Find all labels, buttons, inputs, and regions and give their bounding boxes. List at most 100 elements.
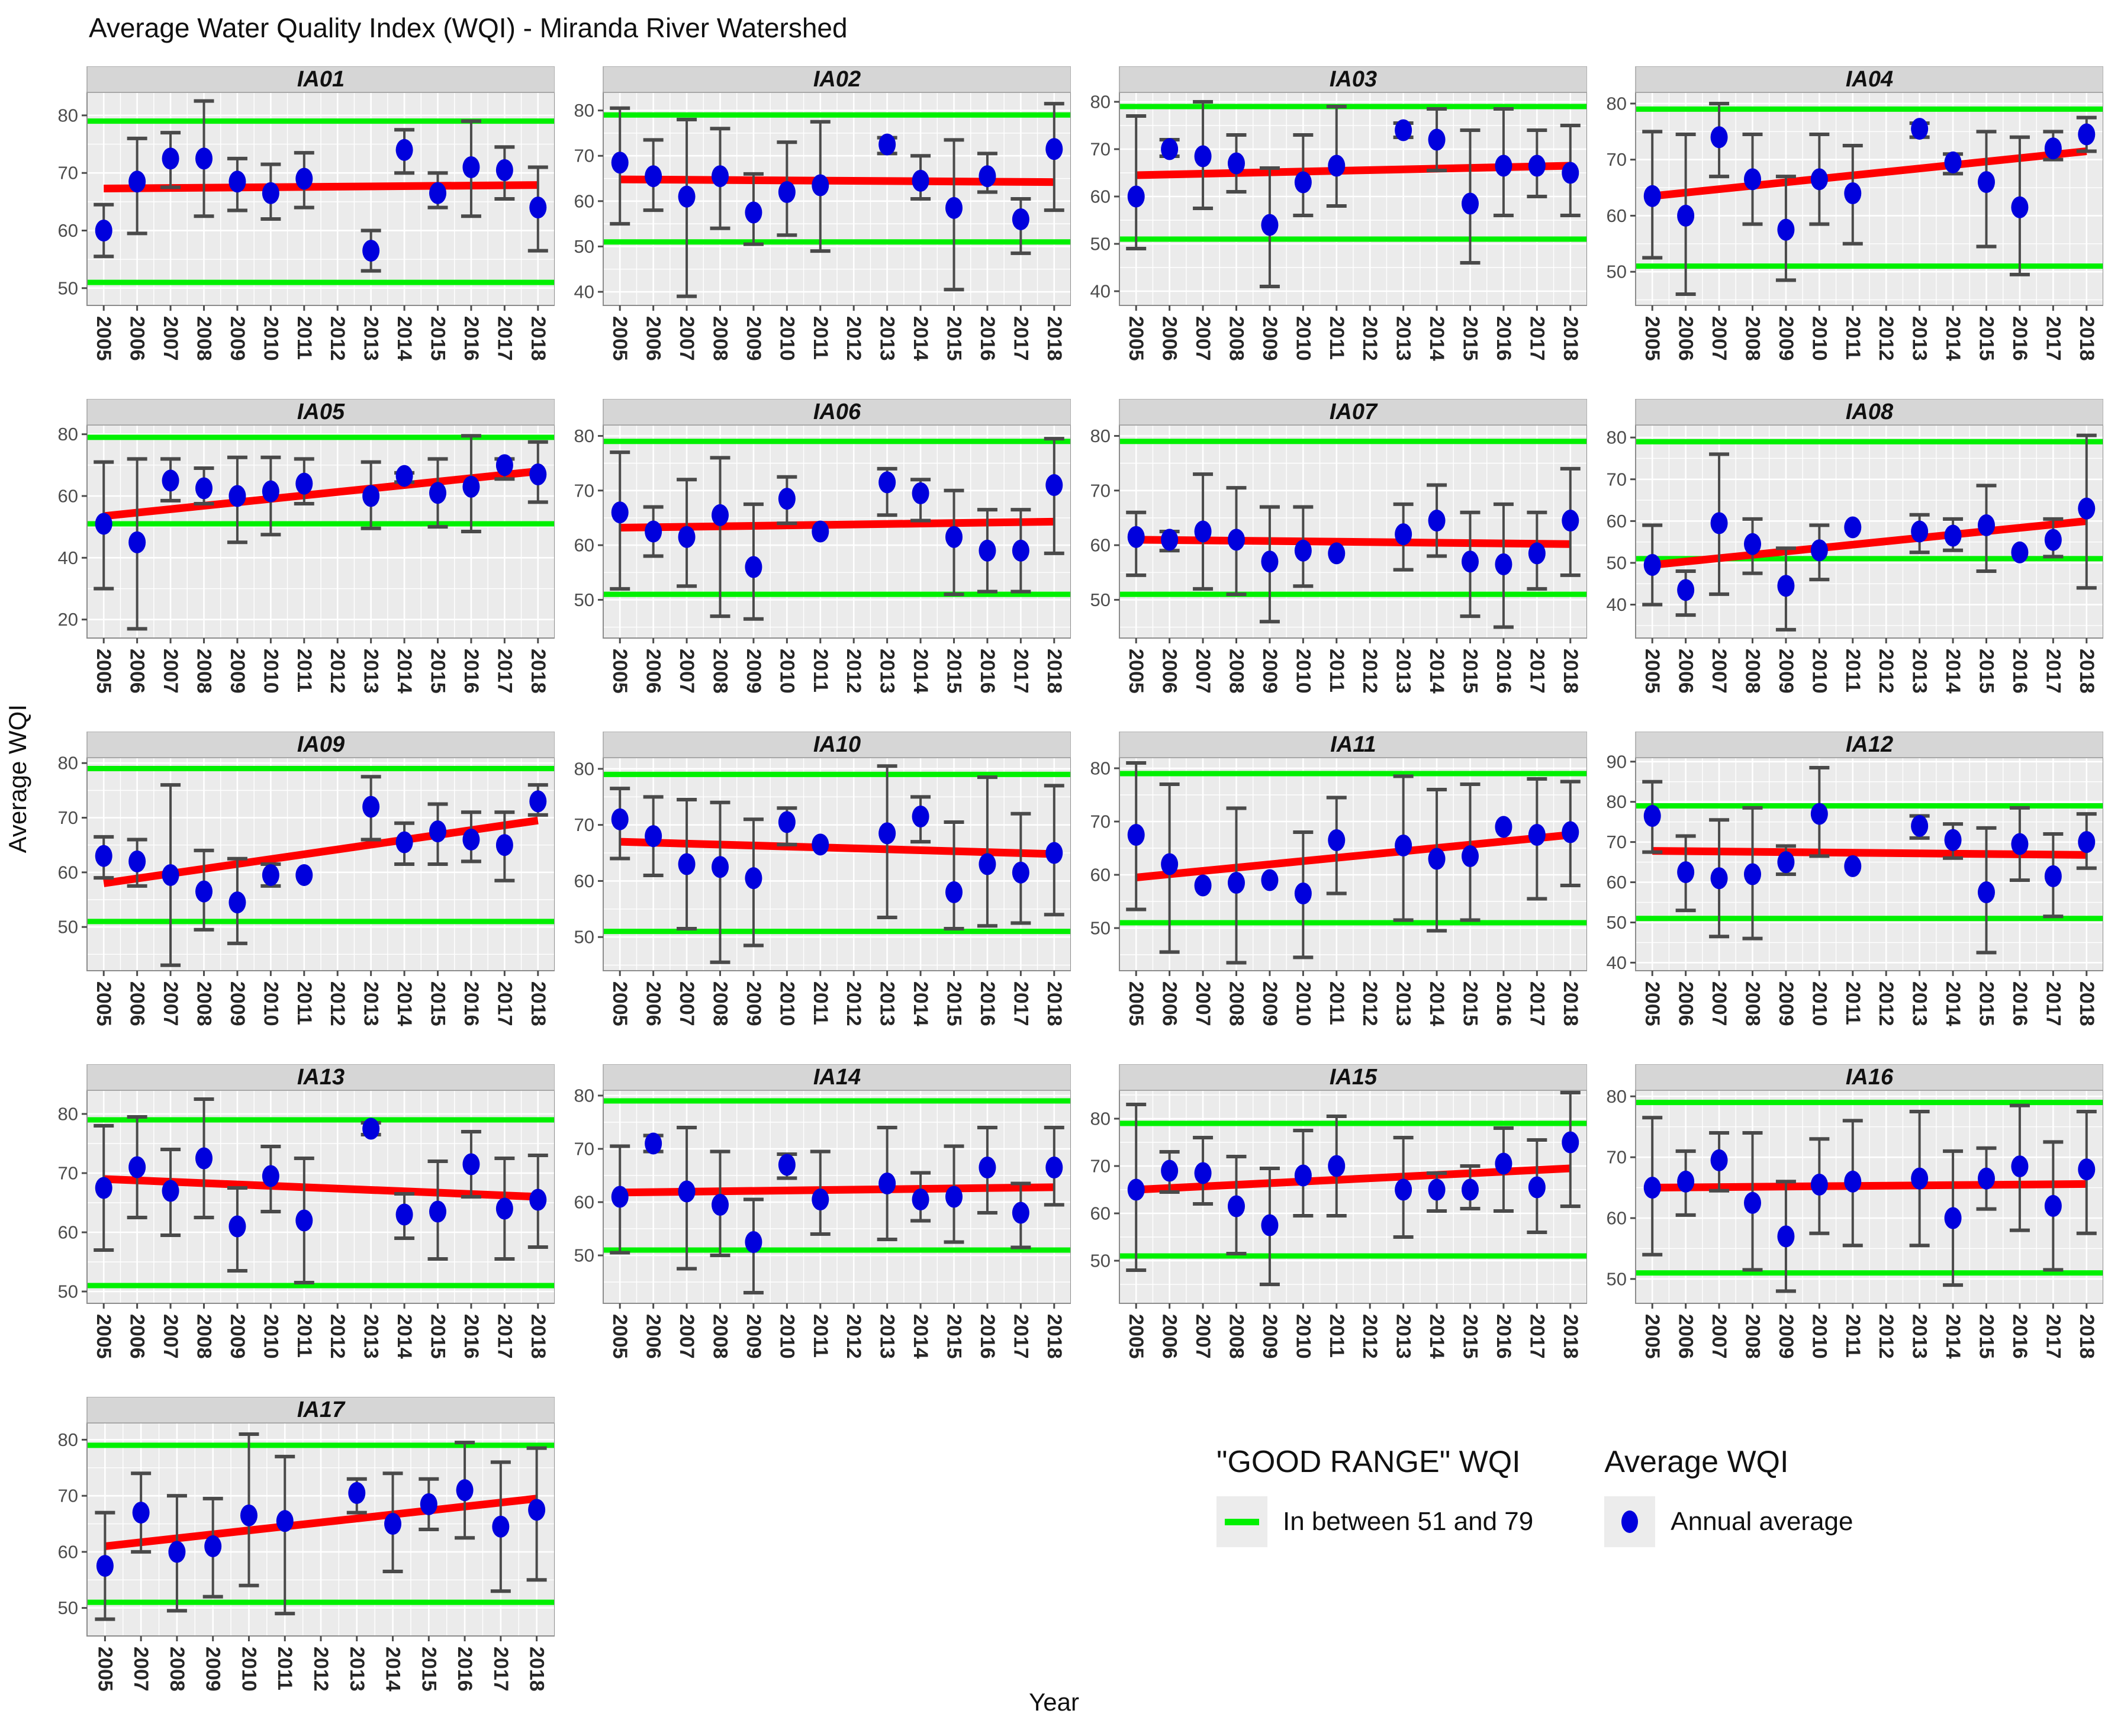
- data-point: [204, 1535, 222, 1557]
- x-tick-label: 2012: [1359, 316, 1381, 361]
- data-point: [128, 531, 146, 553]
- data-point: [1777, 851, 1795, 874]
- data-point: [1528, 1176, 1546, 1199]
- x-tick-label: 2017: [490, 1647, 512, 1692]
- x-tick-label: 2007: [1708, 316, 1730, 361]
- x-tick-label: 2005: [609, 1314, 631, 1359]
- data-point: [462, 475, 480, 498]
- x-tick-label: 2006: [1158, 316, 1181, 361]
- facet-title: IA10: [813, 732, 861, 757]
- legend-group-average: Average WQI Annual average: [1604, 1444, 1853, 1547]
- trend-line: [620, 517, 1054, 532]
- x-tick-label: 2018: [2075, 316, 2098, 361]
- facet-IA03: IA03 40 50 60 70 80 2005 2006 2007 2008 2009 2010 20…: [1077, 66, 1588, 404]
- x-tick-label: 2012: [310, 1647, 332, 1692]
- data-point: [2078, 831, 2096, 853]
- data-point: [1777, 1225, 1795, 1248]
- legend-average-key: [1604, 1496, 1656, 1547]
- x-tick-label: 2011: [273, 1647, 296, 1690]
- data-point: [1495, 553, 1512, 575]
- x-tick-label: 2006: [1675, 1314, 1697, 1359]
- data-point: [95, 845, 112, 867]
- facet-strip: [1119, 731, 1588, 758]
- data-point: [1911, 520, 1929, 543]
- y-tick-label: 80: [58, 753, 78, 774]
- data-point: [1978, 1167, 1995, 1190]
- error-bar: [710, 456, 730, 619]
- data-point: [195, 477, 213, 500]
- data-point: [912, 1189, 929, 1210]
- trend-line: [1652, 517, 2087, 569]
- x-tick-label: 2016: [976, 1314, 999, 1359]
- x-tick-label: 2014: [393, 1314, 416, 1359]
- x-tick-label: 2013: [1392, 1314, 1415, 1359]
- y-tick-label: 50: [574, 590, 594, 610]
- data-point: [611, 501, 629, 524]
- x-tick-label: 2010: [775, 1314, 798, 1359]
- y-tick-label: 60: [574, 1192, 594, 1213]
- x-tick-label: 2010: [237, 1647, 260, 1692]
- data-point: [1562, 1131, 1579, 1154]
- data-point: [1495, 1152, 1512, 1175]
- facet-title: IA01: [297, 67, 345, 92]
- data-point: [778, 488, 796, 510]
- x-tick-label: 2014: [1942, 981, 1964, 1026]
- y-tick-label: 40: [1090, 281, 1111, 302]
- x-tick-label: 2014: [909, 316, 932, 361]
- x-tick-label: 2014: [393, 649, 416, 694]
- y-tick-label: 50: [58, 917, 78, 938]
- data-point: [945, 197, 963, 219]
- facet-svg-IA14: IA14 50 60 70 80 2005 2006 2007 2008 2009 2010 2011…: [574, 1064, 1071, 1359]
- x-tick-label: 2016: [460, 1314, 482, 1359]
- x-tick-label: 2005: [1125, 1314, 1147, 1359]
- x-tick-label: 2011: [293, 981, 316, 1025]
- x-tick-label: 2015: [427, 981, 449, 1026]
- data-point: [778, 811, 796, 833]
- data-point: [945, 881, 963, 903]
- data-point: [162, 1180, 179, 1202]
- data-point: [420, 1493, 437, 1515]
- x-tick-label: 2010: [1292, 1314, 1314, 1359]
- data-point: [778, 181, 796, 204]
- x-tick-label: 2012: [326, 316, 349, 361]
- data-point: [1710, 867, 1728, 890]
- data-point: [878, 822, 896, 845]
- legend: "GOOD RANGE" WQI In between 51 and 79 Av…: [1216, 1444, 1853, 1547]
- data-point: [712, 1194, 729, 1216]
- y-tick-label: 70: [58, 807, 78, 828]
- x-tick-label: 2018: [527, 649, 549, 694]
- x-tick-label: 2009: [742, 1314, 765, 1359]
- data-point: [228, 891, 246, 914]
- x-tick-label: 2011: [1842, 316, 1864, 360]
- y-tick-label: 50: [1090, 234, 1111, 255]
- facet-svg-IA07: IA07 50 60 70 80 2005 2006 2007 2008 2009 2010 2011…: [1090, 398, 1588, 694]
- data-point: [1328, 829, 1346, 851]
- x-tick-label: 2017: [1009, 316, 1032, 361]
- x-tick-label: 2017: [2042, 981, 2064, 1026]
- x-tick-label: 2015: [1459, 981, 1482, 1026]
- y-tick-label: 60: [58, 862, 78, 883]
- y-tick-label: 50: [58, 278, 78, 298]
- x-tick-label: 2013: [360, 649, 382, 694]
- x-tick-label: 2010: [1808, 981, 1830, 1026]
- facet-strip: [86, 731, 555, 758]
- data-point: [2044, 137, 2062, 160]
- legend-good-range-row: In between 51 and 79: [1216, 1496, 1533, 1547]
- x-tick-label: 2006: [642, 649, 665, 694]
- data-point: [384, 1513, 402, 1535]
- x-tick-label: 2016: [1492, 981, 1515, 1026]
- y-tick-label: 50: [58, 1597, 78, 1618]
- x-tick-label: 2006: [1675, 649, 1697, 694]
- x-tick-label: 2006: [642, 1314, 665, 1359]
- data-point: [262, 480, 279, 503]
- y-tick-label: 70: [1090, 811, 1111, 832]
- y-tick-label: 70: [1607, 469, 1627, 489]
- x-tick-label: 2012: [1875, 649, 1897, 694]
- x-tick-label: 2016: [460, 981, 482, 1026]
- x-tick-label: 2009: [202, 1647, 224, 1692]
- x-tick-label: 2006: [1158, 981, 1181, 1026]
- facet-title: IA15: [1330, 1065, 1378, 1090]
- y-tick-label: 60: [1090, 186, 1111, 207]
- y-tick-label: 70: [574, 1139, 594, 1160]
- x-tick-label: 2005: [609, 316, 631, 361]
